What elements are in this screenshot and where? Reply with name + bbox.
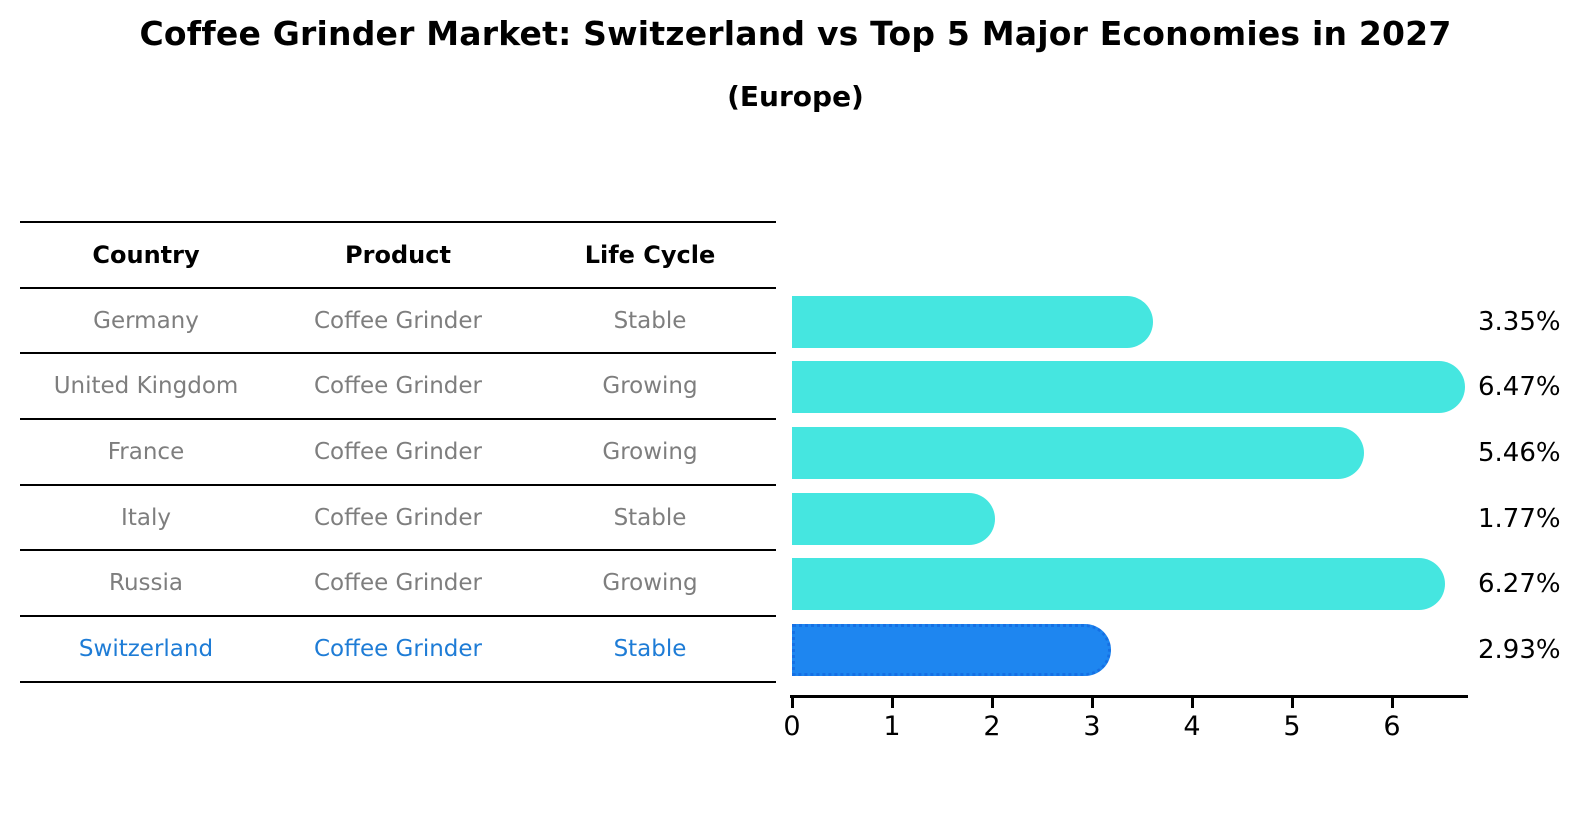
product-cell: Coffee Grinder [313, 307, 483, 334]
country-cell: Germany [93, 307, 199, 334]
life-cycle-cell: Stable [613, 635, 687, 662]
x-tick [1191, 698, 1194, 708]
product-cell: Coffee Grinder [313, 373, 483, 400]
bar-slot [792, 486, 1492, 552]
chart-subtitle: (Europe) [727, 80, 864, 113]
value-label: 6.27% [1478, 569, 1561, 600]
bar-slot [792, 420, 1492, 486]
x-tick [1091, 698, 1094, 708]
country-cell: Switzerland [78, 635, 214, 662]
x-tick-label: 3 [1083, 711, 1101, 742]
x-tick-label: 4 [1183, 711, 1201, 742]
value-label: 1.77% [1478, 503, 1561, 534]
x-tick [1291, 698, 1294, 708]
country-cell: Russia [109, 570, 183, 597]
value-label: 3.35% [1478, 306, 1561, 337]
table-row: Russia Coffee Grinder Growing [20, 549, 776, 615]
bar [792, 295, 1153, 348]
table-row: Switzerland Coffee Grinder Stable [20, 615, 776, 681]
product-cell: Coffee Grinder [313, 438, 483, 465]
column-header-country: Country [92, 240, 200, 269]
bar-slot [792, 551, 1492, 617]
x-tick-label: 1 [883, 711, 901, 742]
table-row: France Coffee Grinder Growing [20, 418, 776, 484]
product-cell: Coffee Grinder [313, 635, 483, 662]
product-cell: Coffee Grinder [313, 504, 483, 531]
bar [792, 558, 1445, 611]
x-axis: 0 1 2 3 4 5 6 [783, 695, 1468, 742]
country-cell: Italy [121, 504, 171, 531]
x-tick [791, 698, 794, 708]
x-tick-label: 5 [1283, 711, 1301, 742]
life-cycle-cell: Growing [602, 438, 698, 465]
x-tick-label: 0 [783, 711, 801, 742]
bar-slot [792, 289, 1492, 355]
bar [792, 361, 1465, 414]
value-label: 5.46% [1478, 437, 1561, 468]
x-tick [891, 698, 894, 708]
table-row: Italy Coffee Grinder Stable [20, 483, 776, 550]
bar-slot [792, 354, 1492, 420]
life-cycle-cell: Stable [613, 504, 687, 531]
country-cell: United Kingdom [53, 373, 239, 400]
bar-slot [792, 617, 1492, 683]
bar [792, 623, 1111, 676]
column-header-life-cycle: Life Cycle [584, 240, 716, 269]
country-cell: France [107, 438, 185, 465]
bar [792, 426, 1364, 479]
table-header-row: Country Product Life Cycle [20, 221, 776, 287]
value-label: 2.93% [1478, 634, 1561, 665]
x-tick [1391, 698, 1394, 708]
column-header-product: Product [345, 240, 451, 269]
bar [792, 492, 995, 545]
product-cell: Coffee Grinder [313, 570, 483, 597]
x-tick [991, 698, 994, 708]
value-label: 6.47% [1478, 372, 1561, 403]
chart-title: Coffee Grinder Market: Switzerland vs To… [139, 14, 1452, 53]
life-cycle-cell: Stable [613, 307, 687, 334]
comparison-table: Country Product Life Cycle Germany Coffe… [20, 221, 776, 683]
table-row: Germany Coffee Grinder Stable [20, 286, 776, 353]
table-row: United Kingdom Coffee Grinder Growing [20, 352, 776, 418]
bars-area [792, 289, 1492, 683]
life-cycle-cell: Growing [602, 570, 698, 597]
life-cycle-cell: Growing [602, 373, 698, 400]
value-label-column: 3.35% 6.47% 5.46% 1.77% 6.27% 2.93% [1478, 289, 1561, 683]
x-tick-label: 2 [983, 711, 1001, 742]
x-tick-label: 6 [1383, 711, 1401, 742]
